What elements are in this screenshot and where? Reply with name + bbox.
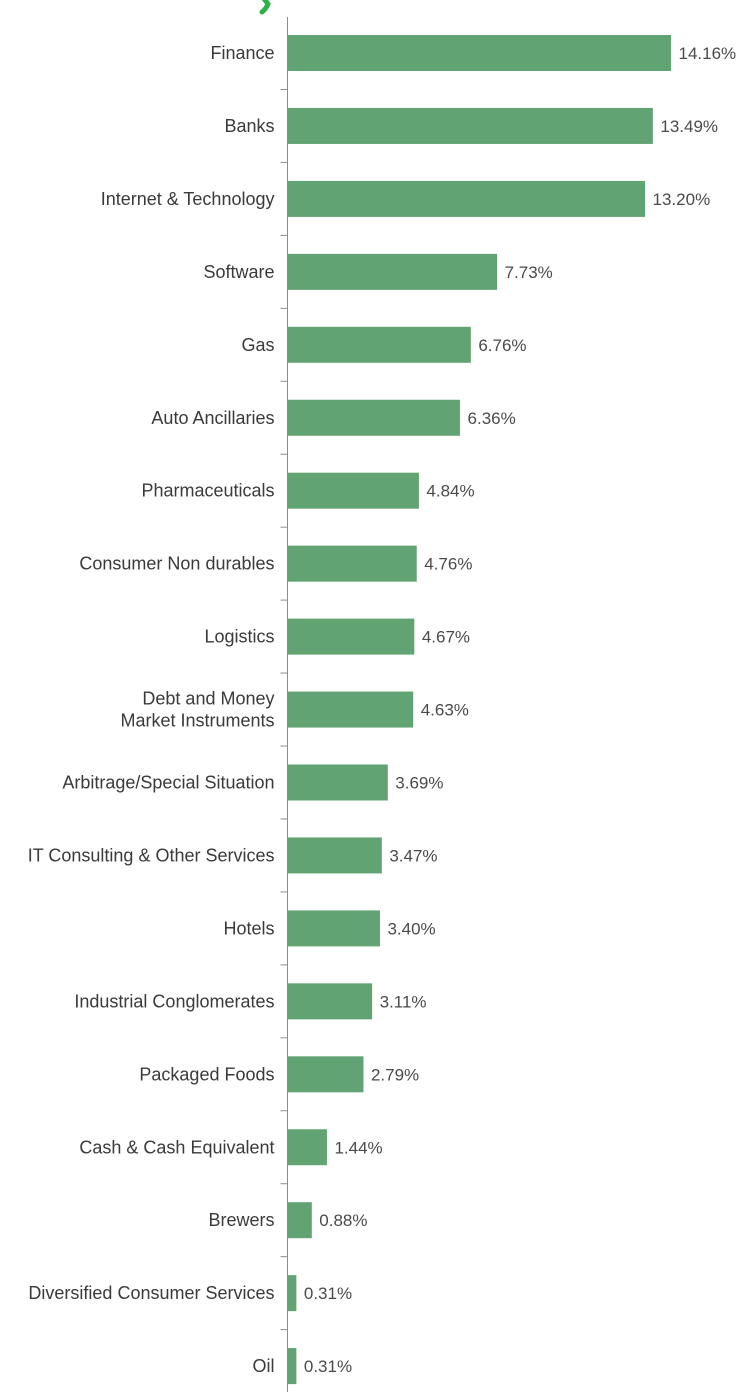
value-label: 0.88% xyxy=(319,1211,367,1230)
value-label: 3.11% xyxy=(380,992,427,1011)
bar xyxy=(288,983,373,1020)
bar xyxy=(288,253,498,290)
category-label: Finance xyxy=(210,43,274,63)
category-label: IT Consulting & Other Services xyxy=(28,845,275,865)
value-label: 4.84% xyxy=(426,482,474,501)
category-label: Banks xyxy=(224,116,274,136)
bar xyxy=(288,545,417,582)
title-fragment-icon xyxy=(259,0,271,15)
category-label: Auto Ancillaries xyxy=(151,408,274,428)
bar xyxy=(288,618,415,655)
bar xyxy=(288,1202,312,1239)
category-label: Software xyxy=(203,262,274,282)
category-label: Diversified Consumer Services xyxy=(28,1283,274,1303)
category-label: Internet & Technology xyxy=(101,189,275,209)
category-label: Debt and Money Market Instruments xyxy=(120,689,274,731)
bar xyxy=(288,691,414,728)
value-label: 4.63% xyxy=(421,701,469,720)
value-label: 6.36% xyxy=(468,409,516,428)
bar xyxy=(288,472,419,509)
category-label: Consumer Non durables xyxy=(79,554,274,574)
value-label: 13.20% xyxy=(653,190,711,209)
category-label: Logistics xyxy=(204,627,274,647)
value-label: 3.40% xyxy=(387,919,435,938)
bar xyxy=(288,837,382,874)
bar xyxy=(288,326,471,363)
bar xyxy=(288,1129,327,1166)
category-label: Packaged Foods xyxy=(139,1064,274,1084)
value-label: 0.31% xyxy=(304,1284,352,1303)
value-label: 4.67% xyxy=(422,628,470,647)
value-label: 13.49% xyxy=(660,117,718,136)
category-label: Industrial Conglomerates xyxy=(74,991,274,1011)
category-label: Oil xyxy=(253,1356,275,1376)
value-label: 2.79% xyxy=(371,1065,419,1084)
bar xyxy=(288,1348,297,1385)
value-label: 7.73% xyxy=(505,263,553,282)
bar xyxy=(288,399,461,436)
value-label: 1.44% xyxy=(334,1138,382,1157)
category-label: Pharmaceuticals xyxy=(141,481,274,501)
value-label: 6.76% xyxy=(478,336,526,355)
bar xyxy=(288,107,653,144)
value-label: 4.76% xyxy=(424,555,472,574)
category-label: Arbitrage/Special Situation xyxy=(62,773,274,793)
category-label: Hotels xyxy=(223,918,274,938)
value-label: 14.16% xyxy=(679,44,737,63)
category-label: Brewers xyxy=(208,1210,274,1230)
bar xyxy=(288,1275,297,1312)
category-label: Cash & Cash Equivalent xyxy=(79,1137,274,1157)
bar xyxy=(288,764,388,801)
bar xyxy=(288,910,380,947)
category-label: Gas xyxy=(241,335,274,355)
bar xyxy=(288,180,646,217)
value-label: 3.69% xyxy=(395,774,443,793)
value-label: 3.47% xyxy=(389,846,437,865)
value-label: 0.31% xyxy=(304,1357,352,1376)
bar xyxy=(288,1056,364,1093)
bar xyxy=(288,35,671,71)
